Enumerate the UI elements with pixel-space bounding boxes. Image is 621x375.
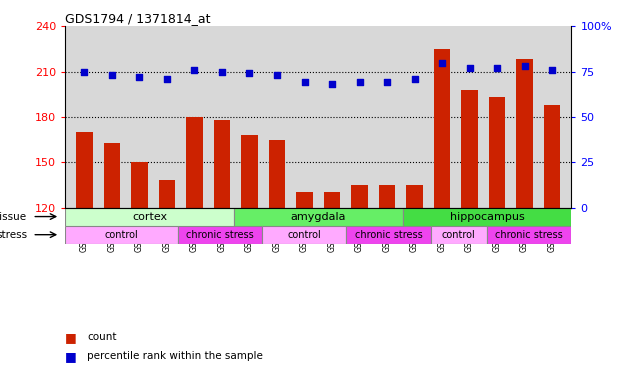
Bar <box>241 135 258 207</box>
Text: count: count <box>87 333 117 342</box>
Point <box>520 63 530 69</box>
Bar <box>434 49 450 207</box>
Text: control: control <box>288 230 321 240</box>
Bar <box>402 207 571 226</box>
Bar <box>186 117 202 207</box>
Bar <box>65 207 234 226</box>
Bar <box>131 162 148 207</box>
Point <box>437 60 447 66</box>
Point <box>79 69 89 75</box>
Point <box>135 74 145 80</box>
Bar <box>406 185 423 207</box>
Text: tissue: tissue <box>0 211 27 222</box>
Bar <box>351 185 368 207</box>
Text: chronic stress: chronic stress <box>186 230 254 240</box>
Bar <box>178 226 262 244</box>
Point <box>355 80 365 86</box>
Text: cortex: cortex <box>132 211 167 222</box>
Point <box>299 80 309 86</box>
Text: amygdala: amygdala <box>291 211 346 222</box>
Text: percentile rank within the sample: percentile rank within the sample <box>87 351 263 361</box>
Point <box>162 76 172 82</box>
Point <box>492 65 502 71</box>
Point <box>547 67 557 73</box>
Point <box>245 70 255 76</box>
Text: control: control <box>104 230 138 240</box>
Text: control: control <box>442 230 476 240</box>
Bar <box>489 97 505 207</box>
Bar <box>324 192 340 207</box>
Bar <box>262 226 347 244</box>
Text: ■: ■ <box>65 331 77 344</box>
Bar <box>379 185 396 207</box>
Point <box>465 65 474 71</box>
Bar <box>544 105 560 207</box>
Bar <box>431 226 487 244</box>
Point <box>327 81 337 87</box>
Point <box>189 67 199 73</box>
Point <box>272 72 282 78</box>
Bar <box>347 226 431 244</box>
Bar <box>487 226 571 244</box>
Bar <box>159 180 175 207</box>
Bar <box>269 140 285 207</box>
Bar <box>234 207 402 226</box>
Bar <box>65 226 178 244</box>
Bar <box>516 60 533 207</box>
Text: GDS1794 / 1371814_at: GDS1794 / 1371814_at <box>65 12 211 25</box>
Text: hippocampus: hippocampus <box>450 211 524 222</box>
Text: chronic stress: chronic stress <box>496 230 563 240</box>
Text: stress: stress <box>0 230 27 240</box>
Bar <box>214 120 230 207</box>
Point <box>107 72 117 78</box>
Bar <box>76 132 93 207</box>
Point <box>410 76 420 82</box>
Bar <box>461 90 478 207</box>
Bar <box>296 192 313 207</box>
Point <box>382 80 392 86</box>
Text: ■: ■ <box>65 350 77 363</box>
Bar <box>104 142 120 207</box>
Text: chronic stress: chronic stress <box>355 230 422 240</box>
Point <box>217 69 227 75</box>
